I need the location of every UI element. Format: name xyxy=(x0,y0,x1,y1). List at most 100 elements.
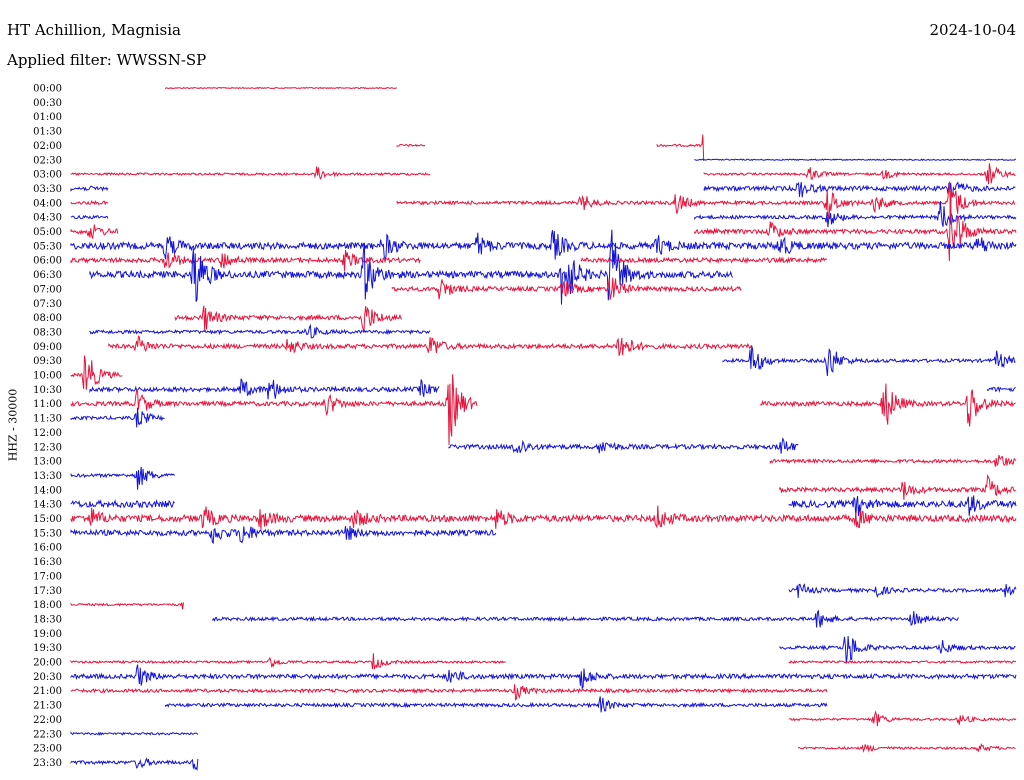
trace-03-00-seg0 xyxy=(70,166,431,181)
trace-05-00-seg0 xyxy=(70,224,119,239)
trace-14-30-seg1 xyxy=(788,495,1017,518)
trace-06-00-seg0 xyxy=(70,249,421,271)
time-tick-19-30: 19:30 xyxy=(33,643,62,654)
time-tick-10-30: 10:30 xyxy=(33,385,62,396)
trace-13-00-seg0 xyxy=(769,454,1017,467)
trace-03-00-seg1 xyxy=(703,163,1016,185)
trace-12-30-seg0 xyxy=(448,436,799,454)
time-tick-15-00: 15:00 xyxy=(33,514,62,525)
time-tick-06-00: 06:00 xyxy=(33,256,62,267)
trace-04-30-seg1 xyxy=(694,201,1017,228)
filter-label: Applied filter: WWSSN-SP xyxy=(7,51,207,69)
time-tick-22-30: 22:30 xyxy=(33,729,62,740)
time-tick-04-30: 04:30 xyxy=(33,213,62,224)
trace-11-00-seg1 xyxy=(760,383,1016,427)
trace-21-00-seg0 xyxy=(70,684,828,701)
trace-14-00-seg0 xyxy=(779,474,1016,500)
trace-22-00-seg0 xyxy=(788,710,1017,727)
trace-15-00-seg0 xyxy=(70,505,1017,531)
trace-14-30-seg0 xyxy=(70,498,175,509)
time-tick-18-00: 18:00 xyxy=(33,600,62,611)
trace-00-00-seg0 xyxy=(165,86,398,90)
time-tick-22-00: 22:00 xyxy=(33,715,62,726)
trace-21-30-seg0 xyxy=(165,696,828,713)
time-tick-00-30: 00:30 xyxy=(33,98,62,109)
time-tick-16-00: 16:00 xyxy=(33,543,62,554)
time-tick-13-30: 13:30 xyxy=(33,471,62,482)
time-tick-07-00: 07:00 xyxy=(33,284,62,295)
time-tick-11-00: 11:00 xyxy=(33,399,62,410)
trace-05-30-seg0 xyxy=(70,230,1017,260)
time-tick-19-00: 19:00 xyxy=(33,629,62,640)
time-tick-02-30: 02:30 xyxy=(33,155,62,166)
time-tick-12-00: 12:00 xyxy=(33,428,62,439)
trace-03-30-seg1 xyxy=(703,181,1016,198)
trace-09-30-seg0 xyxy=(722,345,1016,377)
time-tick-21-30: 21:30 xyxy=(33,701,62,712)
time-tick-09-30: 09:30 xyxy=(33,356,62,367)
time-tick-14-30: 14:30 xyxy=(33,500,62,511)
time-tick-00-00: 00:00 xyxy=(33,84,62,95)
trace-10-00-seg0 xyxy=(70,355,123,390)
trace-03-30-seg0 xyxy=(70,185,109,192)
time-tick-12-30: 12:30 xyxy=(33,442,62,453)
trace-18-30-seg0 xyxy=(212,609,960,628)
time-tick-20-30: 20:30 xyxy=(33,672,62,683)
trace-23-00-seg0 xyxy=(798,743,1016,753)
time-tick-15-30: 15:30 xyxy=(33,528,62,539)
time-tick-10-00: 10:00 xyxy=(33,371,62,382)
time-tick-23-00: 23:00 xyxy=(33,744,62,755)
time-tick-23-30: 23:30 xyxy=(33,758,62,769)
trace-10-30-seg1 xyxy=(987,386,1016,393)
trace-04-30-seg0 xyxy=(70,214,109,220)
trace-20-00-seg1 xyxy=(788,659,1017,665)
time-tick-21-00: 21:00 xyxy=(33,686,62,697)
trace-17-30-seg0 xyxy=(788,583,1017,599)
time-tick-03-00: 03:00 xyxy=(33,170,62,181)
trace-02-30-seg0 xyxy=(694,158,1016,162)
trace-15-30-seg0 xyxy=(70,525,497,545)
time-tick-02-00: 02:00 xyxy=(33,141,62,152)
date-label: 2024-10-04 xyxy=(929,21,1016,39)
time-tick-06-30: 06:30 xyxy=(33,270,62,281)
trace-11-00-seg0 xyxy=(70,374,478,445)
trace-04-00-seg0 xyxy=(70,199,109,206)
time-tick-01-30: 01:30 xyxy=(33,127,62,138)
trace-22-30-seg0 xyxy=(70,731,199,737)
trace-06-00-seg1 xyxy=(580,256,828,265)
time-tick-16-30: 16:30 xyxy=(33,557,62,568)
time-tick-09-00: 09:00 xyxy=(33,342,62,353)
trace-18-00-seg0 xyxy=(70,602,184,610)
time-tick-05-30: 05:30 xyxy=(33,241,62,252)
station-title: HT Achillion, Magnisia xyxy=(7,21,181,39)
time-tick-17-30: 17:30 xyxy=(33,586,62,597)
time-tick-08-00: 08:00 xyxy=(33,313,62,324)
trace-23-30-seg0 xyxy=(70,757,199,771)
time-tick-07-30: 07:30 xyxy=(33,299,62,310)
time-tick-01-00: 01:00 xyxy=(33,112,62,123)
trace-19-30-seg0 xyxy=(779,635,1016,664)
trace-10-30-seg0 xyxy=(89,378,440,400)
trace-08-00-seg0 xyxy=(174,305,403,333)
time-tick-05-00: 05:00 xyxy=(33,227,62,238)
trace-02-00-seg0 xyxy=(396,143,426,148)
time-tick-labels: 00:00 00:30 01:00 01:30 02:00 02:30 03:00 03:30… xyxy=(33,84,62,769)
trace-08-30-seg0 xyxy=(89,323,431,339)
seismic-traces xyxy=(70,86,1017,771)
time-tick-08-30: 08:30 xyxy=(33,327,62,338)
time-tick-03-30: 03:30 xyxy=(33,184,62,195)
time-tick-14-00: 14:00 xyxy=(33,485,62,496)
trace-13-30-seg0 xyxy=(70,466,175,490)
time-tick-17-00: 17:00 xyxy=(33,571,62,582)
trace-04-00-seg1 xyxy=(396,181,1016,219)
trace-05-00-seg1 xyxy=(694,191,1017,262)
time-tick-20-00: 20:00 xyxy=(33,658,62,669)
time-tick-18-30: 18:30 xyxy=(33,614,62,625)
trace-20-00-seg0 xyxy=(70,653,506,670)
trace-07-00-seg0 xyxy=(391,277,742,300)
trace-06-30-seg0 xyxy=(89,229,733,305)
time-tick-13-00: 13:00 xyxy=(33,457,62,468)
trace-09-00-seg0 xyxy=(108,335,752,356)
trace-20-30-seg0 xyxy=(70,664,1017,690)
